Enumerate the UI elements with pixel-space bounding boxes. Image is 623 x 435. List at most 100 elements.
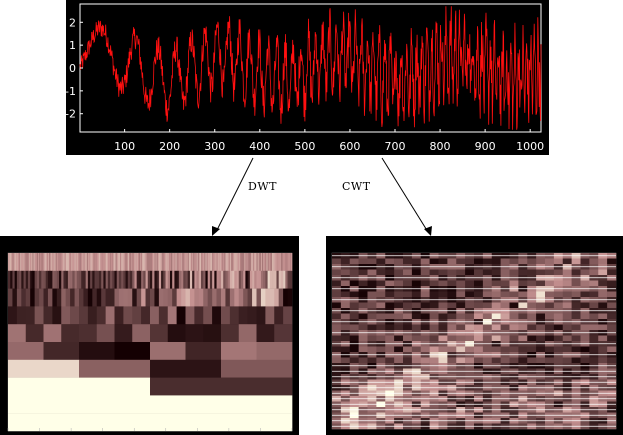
dwt-cell	[249, 253, 252, 271]
dwt-cell	[126, 253, 129, 271]
dwt-cell	[34, 253, 37, 271]
dwt-cell	[84, 253, 86, 271]
cwt-cell	[491, 280, 501, 287]
cwt-cell	[340, 302, 351, 309]
cwt-cell	[536, 324, 546, 331]
dwt-cell	[203, 288, 208, 307]
transform-arrows	[212, 157, 432, 236]
dwt-cell	[181, 253, 183, 271]
dwt-cell	[141, 253, 143, 271]
dwt-cell	[225, 288, 231, 307]
cwt-cell	[571, 335, 581, 342]
dwt-cell	[105, 306, 115, 325]
cwt-cell	[571, 324, 581, 331]
dwt-cell	[34, 306, 44, 325]
dwt-cell	[140, 253, 142, 271]
dwt-cell	[83, 270, 86, 289]
cwt-cell	[589, 291, 599, 298]
dwt-cell	[19, 270, 22, 289]
dwt-cell	[37, 253, 40, 271]
dwt-cell	[172, 253, 174, 271]
dwt-cell	[189, 270, 193, 289]
cwt-cell	[527, 335, 537, 342]
dwt-cell	[223, 270, 226, 289]
dwt-cell	[243, 288, 248, 307]
dwt-cell	[227, 270, 231, 289]
dwt-cell	[229, 253, 232, 271]
x-tick-label: 300	[204, 140, 225, 153]
dwt-cell	[8, 253, 10, 271]
dwt-cell	[272, 253, 274, 271]
dwt-cell	[212, 288, 217, 307]
cwt-cell	[349, 280, 359, 287]
cwt-scalogram	[331, 252, 617, 430]
dwt-cell	[52, 288, 58, 307]
dwt-cell	[185, 342, 222, 360]
cwt-cell	[545, 258, 555, 265]
cwt-cell	[332, 313, 342, 320]
cwt-cell	[589, 357, 599, 364]
dwt-cell	[114, 324, 133, 343]
cwt-arrow	[381, 157, 429, 233]
cwt-cell	[545, 313, 555, 320]
dwt-cell	[162, 253, 164, 271]
cwt-cell	[349, 313, 359, 320]
cwt-cell	[411, 258, 422, 265]
dwt-cell	[275, 253, 277, 271]
dwt-cell	[125, 270, 129, 289]
cwt-cell	[385, 357, 395, 364]
dwt-cell	[12, 270, 15, 289]
dwt-cell	[33, 253, 35, 271]
dwt-cell	[87, 253, 90, 271]
dwt-cell	[32, 253, 34, 271]
dwt-cell	[213, 253, 215, 271]
cwt-cell	[403, 313, 413, 320]
cwt-cell	[332, 335, 342, 342]
cwt-cell	[447, 280, 457, 287]
dwt-cell	[264, 253, 266, 271]
cwt-cell	[527, 269, 537, 276]
cwt-cell	[394, 335, 404, 342]
cwt-cell	[607, 335, 617, 342]
cwt-cell	[482, 302, 493, 309]
cwt-cell	[429, 269, 439, 276]
cwt-cell	[598, 258, 608, 265]
dwt-cell	[142, 253, 144, 271]
cwt-cell	[358, 324, 368, 331]
dwt-cell	[230, 253, 233, 271]
cwt-cell	[553, 324, 564, 331]
cwt-cell	[500, 335, 510, 342]
cwt-cell	[403, 291, 413, 298]
cwt-cell	[438, 346, 448, 353]
dwt-cell	[192, 270, 195, 289]
dwt-cell	[228, 253, 231, 271]
dwt-cell	[25, 324, 44, 343]
dwt-cell	[163, 288, 169, 307]
dwt-cell	[76, 253, 79, 271]
dwt-cell	[114, 288, 120, 307]
cwt-cell	[465, 280, 475, 287]
cwt-cell	[465, 346, 475, 353]
cwt-cell	[376, 269, 386, 276]
dwt-cell	[25, 288, 31, 307]
cwt-cell	[482, 291, 493, 298]
cwt-cell	[420, 335, 430, 342]
cwt-cell	[482, 280, 493, 287]
cwt-cell	[562, 291, 572, 298]
cwt-label: CWT	[342, 180, 371, 193]
cwt-cell	[456, 346, 466, 353]
cwt-cell	[474, 313, 484, 320]
dwt-cell	[262, 253, 264, 271]
dwt-cell	[179, 253, 182, 271]
cwt-cell	[332, 280, 342, 287]
dwt-cell	[92, 288, 98, 307]
cwt-cell	[332, 291, 342, 298]
dwt-cell	[113, 253, 115, 271]
cwt-cell	[332, 269, 342, 276]
dwt-cell	[267, 253, 269, 271]
dwt-cell	[9, 253, 11, 271]
cwt-cell	[376, 357, 386, 364]
cwt-cell	[545, 269, 555, 276]
dwt-cell	[232, 270, 235, 289]
dwt-cell	[240, 253, 243, 271]
